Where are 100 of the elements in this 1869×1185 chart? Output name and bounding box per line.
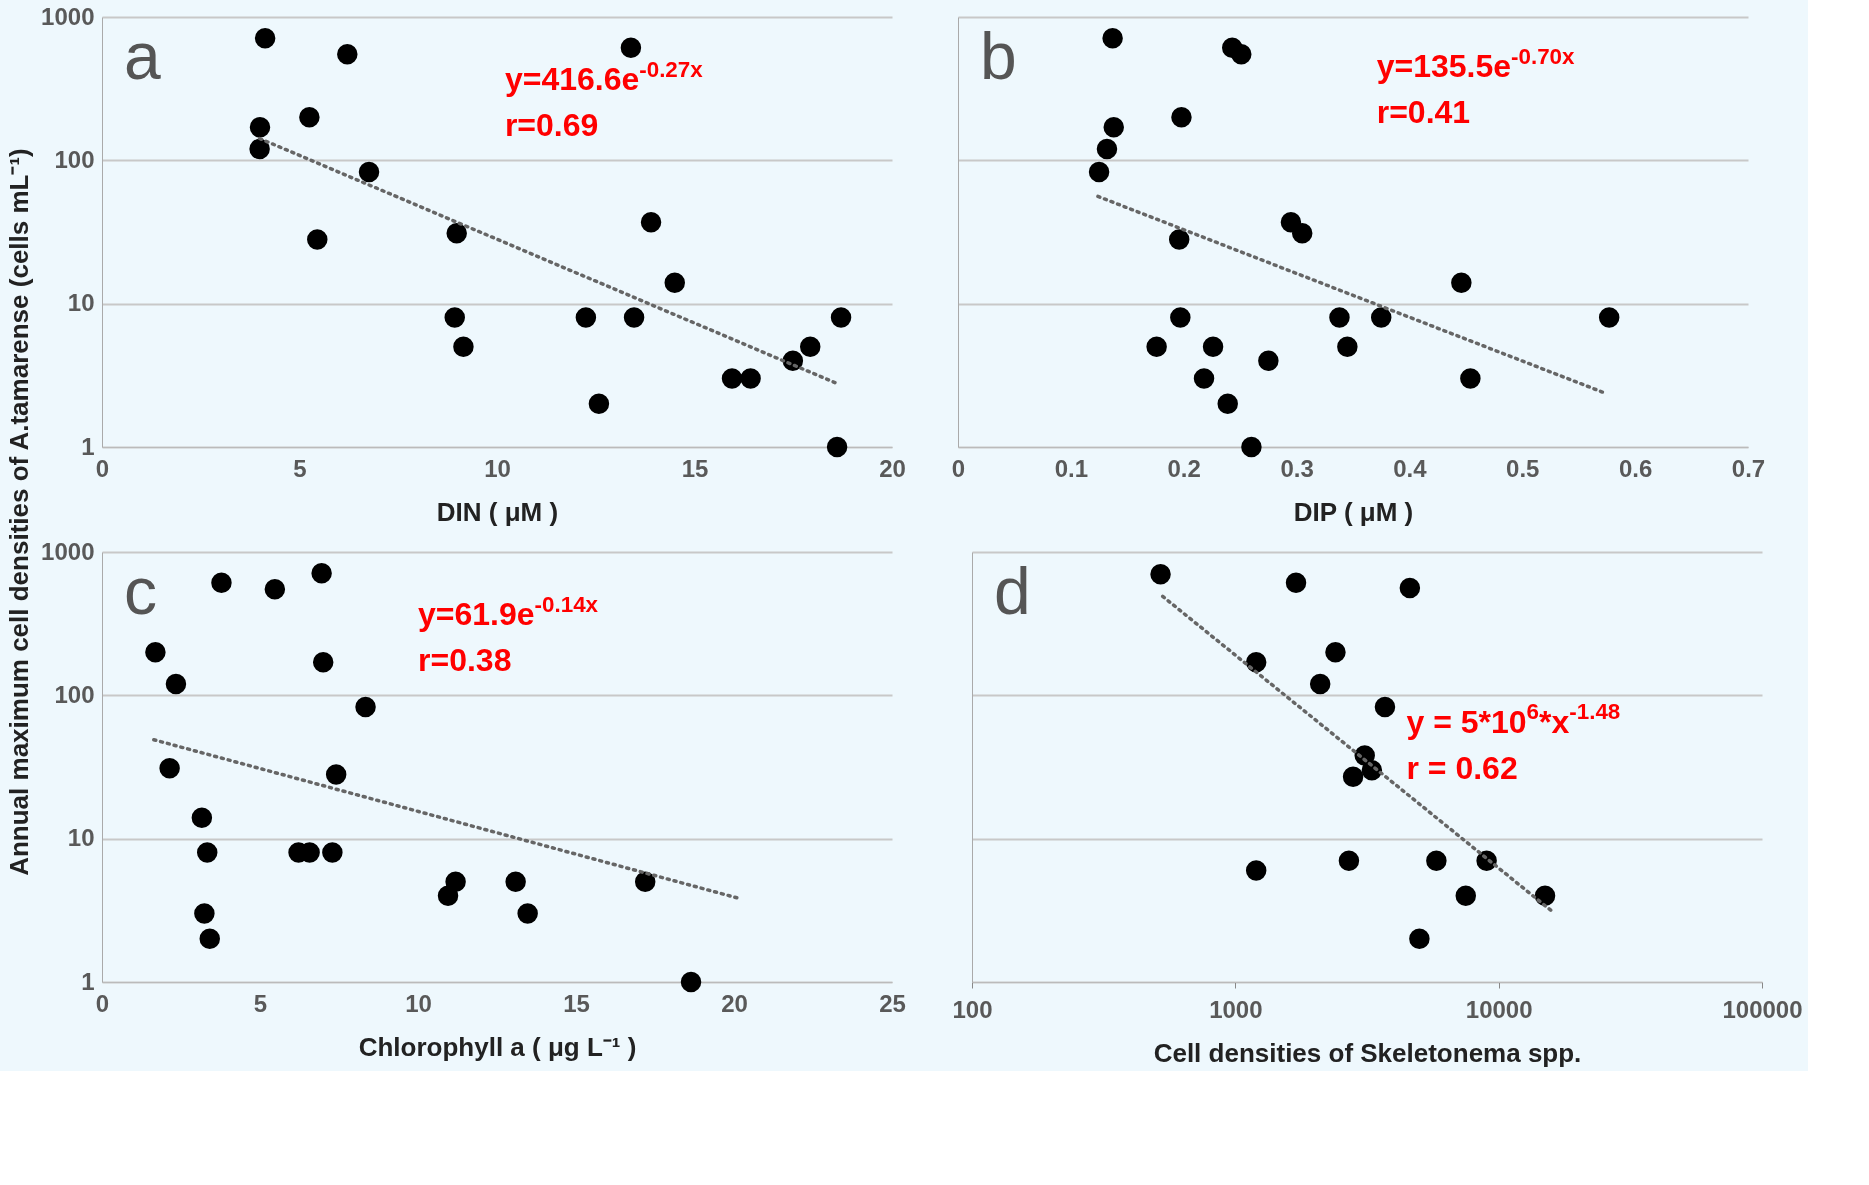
point bbox=[721, 368, 743, 389]
point bbox=[620, 37, 642, 58]
y-tick-label: 1000 bbox=[41, 2, 95, 30]
point bbox=[1258, 350, 1279, 371]
x-tick-label: 15 bbox=[563, 989, 590, 1017]
point bbox=[505, 871, 526, 893]
point bbox=[299, 106, 320, 128]
point bbox=[1337, 336, 1358, 358]
point bbox=[312, 652, 334, 673]
point bbox=[1202, 336, 1224, 358]
point bbox=[446, 223, 467, 244]
point bbox=[1096, 138, 1118, 160]
point bbox=[159, 758, 180, 779]
point bbox=[196, 842, 218, 863]
point bbox=[664, 272, 685, 293]
y-tick-label: 100 bbox=[54, 145, 95, 173]
point bbox=[588, 393, 610, 415]
annotation: c bbox=[124, 554, 157, 628]
point bbox=[307, 229, 328, 250]
point bbox=[199, 928, 220, 950]
x-tick-label: 25 bbox=[879, 989, 906, 1017]
y-tick-label: 1 bbox=[81, 967, 95, 995]
annotation: r=0.69 bbox=[504, 107, 599, 144]
x-tick-label: 0 bbox=[951, 454, 966, 482]
x-tick-label: 100000 bbox=[1722, 995, 1803, 1023]
point bbox=[740, 368, 761, 389]
point bbox=[1103, 117, 1124, 138]
annotation: b bbox=[980, 19, 1017, 93]
point bbox=[634, 871, 656, 893]
point bbox=[680, 971, 702, 993]
x-axis-title: Cell densities of Skeletonema spp. bbox=[1153, 1037, 1582, 1068]
point bbox=[453, 336, 474, 358]
point bbox=[249, 138, 270, 160]
x-tick-label: 10000 bbox=[1465, 995, 1533, 1023]
x-tick-label: 0.7 bbox=[1731, 454, 1766, 482]
point bbox=[249, 117, 271, 138]
point bbox=[826, 436, 848, 458]
point bbox=[358, 161, 380, 183]
point bbox=[1193, 368, 1215, 389]
point bbox=[165, 673, 187, 695]
x-tick-label: 5 bbox=[253, 989, 268, 1017]
x-tick-label: 100 bbox=[952, 995, 993, 1023]
point bbox=[211, 572, 232, 593]
point bbox=[1102, 28, 1123, 49]
y-tick-label: 100 bbox=[54, 680, 95, 708]
point bbox=[254, 28, 276, 49]
point bbox=[1088, 161, 1110, 183]
point bbox=[1217, 393, 1238, 415]
point bbox=[1451, 272, 1472, 293]
point bbox=[444, 307, 465, 328]
point bbox=[194, 903, 215, 924]
point bbox=[1370, 307, 1392, 328]
x-tick-label: 0.4 bbox=[1393, 454, 1428, 482]
annotation: a bbox=[124, 19, 161, 93]
x-tick-label: 0.6 bbox=[1618, 454, 1653, 482]
x-tick-label: 5 bbox=[293, 454, 307, 482]
y-tick-label: 1 bbox=[81, 432, 95, 460]
x-tick-label: 1000 bbox=[1209, 995, 1263, 1023]
x-tick-label: 10 bbox=[405, 989, 432, 1017]
x-tick-label: 0.2 bbox=[1167, 454, 1201, 482]
point bbox=[355, 696, 376, 718]
x-tick-label: 15 bbox=[681, 454, 709, 482]
point bbox=[517, 903, 538, 924]
x-tick-label: 0 bbox=[95, 989, 110, 1017]
point bbox=[264, 578, 286, 600]
x-tick-label: 20 bbox=[721, 989, 748, 1017]
point bbox=[145, 641, 166, 663]
point bbox=[437, 885, 459, 906]
point bbox=[1241, 436, 1262, 458]
x-tick-label: 0.3 bbox=[1280, 454, 1314, 482]
point bbox=[1168, 229, 1190, 250]
annotation: r=0.41 bbox=[1376, 94, 1471, 131]
point bbox=[575, 307, 597, 328]
annotation: d bbox=[994, 554, 1031, 628]
point bbox=[1231, 43, 1252, 65]
x-axis-title: DIP ( μM ) bbox=[1293, 496, 1414, 527]
x-tick-label: 10 bbox=[484, 454, 511, 482]
point bbox=[623, 307, 645, 328]
y-axis-title: Annual maximum cell densities of A.tamarense (cells mL⁻¹) bbox=[4, 148, 34, 876]
point bbox=[1598, 307, 1620, 328]
point bbox=[830, 307, 852, 328]
point bbox=[1329, 307, 1350, 328]
x-tick-label: 20 bbox=[879, 454, 906, 482]
annotation: r = 0.62 bbox=[1406, 749, 1518, 786]
x-tick-label: 0 bbox=[95, 454, 110, 482]
annotation: r=0.38 bbox=[418, 642, 512, 679]
point bbox=[191, 807, 213, 828]
point bbox=[311, 563, 332, 584]
x-tick-label: 0.5 bbox=[1506, 454, 1540, 482]
point bbox=[322, 842, 343, 863]
point bbox=[1171, 106, 1192, 128]
x-tick-label: 0.1 bbox=[1054, 454, 1089, 482]
point bbox=[1460, 368, 1481, 389]
point bbox=[640, 212, 662, 233]
y-tick-label: 10 bbox=[67, 824, 95, 852]
x-axis-title: DIN ( μM ) bbox=[436, 496, 559, 527]
point bbox=[337, 43, 358, 65]
point bbox=[799, 336, 821, 358]
y-tick-label: 10 bbox=[67, 289, 95, 317]
point bbox=[1291, 223, 1313, 244]
